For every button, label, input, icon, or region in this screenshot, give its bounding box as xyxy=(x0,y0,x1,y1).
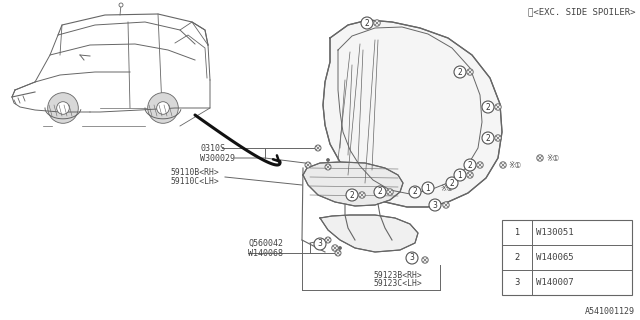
Circle shape xyxy=(510,276,524,290)
Circle shape xyxy=(422,257,428,263)
Circle shape xyxy=(57,102,69,114)
Text: 2: 2 xyxy=(349,190,355,199)
Circle shape xyxy=(157,102,170,114)
Circle shape xyxy=(422,182,434,194)
Circle shape xyxy=(326,158,330,162)
Bar xyxy=(502,220,632,295)
Circle shape xyxy=(510,226,524,239)
Circle shape xyxy=(454,66,466,78)
Text: 3: 3 xyxy=(515,278,520,287)
Circle shape xyxy=(443,202,449,208)
Text: 1: 1 xyxy=(426,183,430,193)
Circle shape xyxy=(148,93,179,123)
Text: ※<EXC. SIDE SPOILER>: ※<EXC. SIDE SPOILER> xyxy=(527,7,635,16)
Circle shape xyxy=(482,101,494,113)
Circle shape xyxy=(374,186,386,198)
Polygon shape xyxy=(323,20,502,207)
Circle shape xyxy=(500,162,506,168)
Text: 2: 2 xyxy=(365,19,369,28)
Circle shape xyxy=(510,251,524,265)
Text: 1: 1 xyxy=(515,228,520,237)
Text: W140068: W140068 xyxy=(248,249,283,258)
Text: W140007: W140007 xyxy=(536,278,573,287)
Circle shape xyxy=(495,135,501,141)
Text: 2: 2 xyxy=(450,179,454,188)
Circle shape xyxy=(361,17,373,29)
Circle shape xyxy=(325,164,331,170)
Text: A541001129: A541001129 xyxy=(585,307,635,316)
Circle shape xyxy=(409,186,421,198)
Text: ※①: ※① xyxy=(546,154,559,163)
Circle shape xyxy=(48,93,78,123)
Text: 59123B<RH>: 59123B<RH> xyxy=(373,270,422,279)
Text: 2: 2 xyxy=(486,102,490,111)
Circle shape xyxy=(315,145,321,151)
Circle shape xyxy=(339,246,342,250)
Circle shape xyxy=(346,189,358,201)
Text: 2: 2 xyxy=(468,161,472,170)
Text: ※①: ※① xyxy=(508,161,521,170)
Text: 59110B<RH>: 59110B<RH> xyxy=(170,167,219,177)
Circle shape xyxy=(332,245,338,251)
Circle shape xyxy=(325,237,331,243)
Circle shape xyxy=(464,159,476,171)
Circle shape xyxy=(467,172,473,178)
Circle shape xyxy=(359,192,365,198)
Text: 59110C<LH>: 59110C<LH> xyxy=(170,177,219,186)
Text: 3: 3 xyxy=(317,239,323,249)
Circle shape xyxy=(305,162,311,168)
Polygon shape xyxy=(320,215,418,252)
Circle shape xyxy=(482,132,494,144)
Circle shape xyxy=(314,238,326,250)
Text: W130051: W130051 xyxy=(536,228,573,237)
Circle shape xyxy=(495,104,501,110)
Polygon shape xyxy=(303,162,403,206)
Text: 3: 3 xyxy=(433,201,437,210)
Circle shape xyxy=(119,3,123,7)
Text: 0310S: 0310S xyxy=(200,143,225,153)
Circle shape xyxy=(477,162,483,168)
Text: 2: 2 xyxy=(458,68,462,76)
Text: 2: 2 xyxy=(515,253,520,262)
Text: 2: 2 xyxy=(378,188,382,196)
Text: ※①: ※① xyxy=(440,183,453,193)
Circle shape xyxy=(454,169,466,181)
Text: 1: 1 xyxy=(458,171,462,180)
Circle shape xyxy=(467,69,473,75)
Text: 2: 2 xyxy=(486,133,490,142)
Circle shape xyxy=(446,177,458,189)
Text: 3: 3 xyxy=(410,253,415,262)
Circle shape xyxy=(406,252,418,264)
Circle shape xyxy=(387,189,393,195)
Circle shape xyxy=(429,199,441,211)
Circle shape xyxy=(537,155,543,161)
Text: W140065: W140065 xyxy=(536,253,573,262)
Text: 59123C<LH>: 59123C<LH> xyxy=(373,279,422,289)
Circle shape xyxy=(335,250,341,256)
Text: W300029: W300029 xyxy=(200,154,235,163)
Text: Q560042: Q560042 xyxy=(248,238,283,247)
Text: 2: 2 xyxy=(413,188,417,196)
Circle shape xyxy=(374,20,380,26)
